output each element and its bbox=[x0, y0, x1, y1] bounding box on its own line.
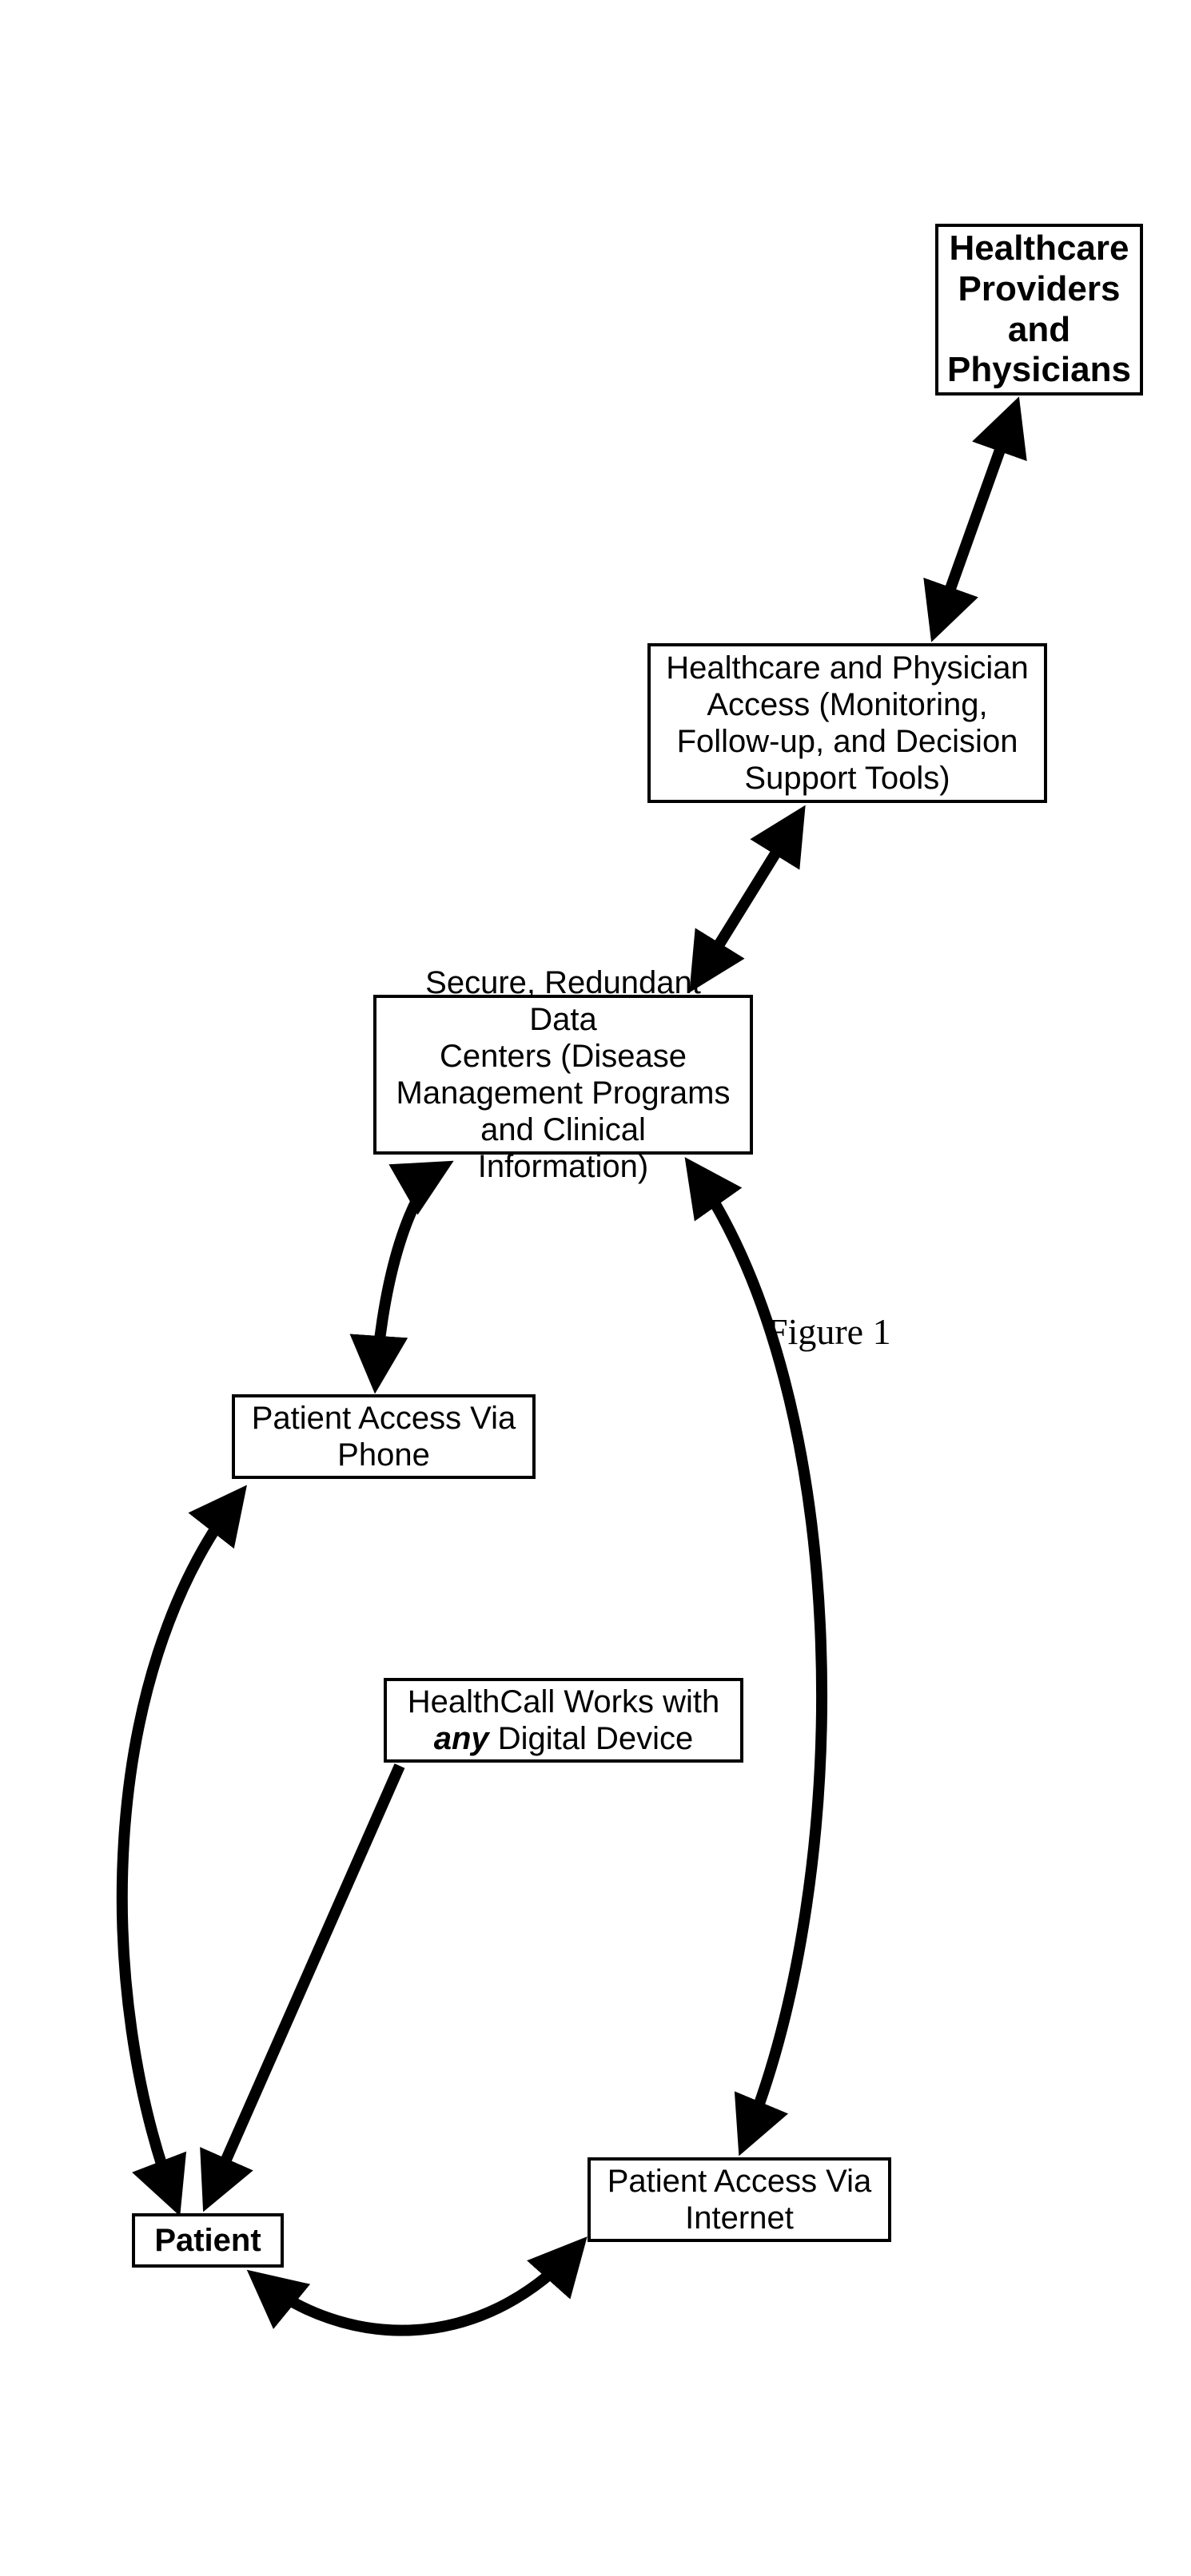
figure-caption: Figure 1 bbox=[767, 1310, 891, 1353]
node-physician-access-label: Healthcare and Physician Access (Monitor… bbox=[666, 650, 1029, 797]
arrow-healthcall-to-patient bbox=[208, 1766, 400, 2201]
node-data-centers-label: Secure, Redundant Data Centers (Disease … bbox=[391, 964, 735, 1185]
node-healthcall-label: HealthCall Works with any Digital Device bbox=[408, 1684, 720, 1757]
node-patient-label: Patient bbox=[154, 2222, 261, 2259]
node-data-centers: Secure, Redundant Data Centers (Disease … bbox=[373, 995, 753, 1155]
node-access-phone-label: Patient Access Via Phone bbox=[252, 1400, 516, 1473]
arrow-patient-internet bbox=[256, 2245, 580, 2331]
node-access-phone: Patient Access Via Phone bbox=[232, 1394, 536, 1479]
node-patient: Patient bbox=[132, 2213, 284, 2268]
arrow-patient-phone bbox=[122, 1494, 240, 2205]
node-access-internet-label: Patient Access Via Internet bbox=[607, 2163, 872, 2236]
node-physician-access: Healthcare and Physician Access (Monitor… bbox=[647, 643, 1047, 803]
node-access-internet: Patient Access Via Internet bbox=[588, 2157, 891, 2242]
arrow-physician-providers bbox=[935, 407, 1015, 631]
node-healthcall: HealthCall Works with any Digital Device bbox=[384, 1678, 743, 1763]
arrow-phone-data bbox=[376, 1167, 444, 1382]
arrow-data-physician bbox=[695, 815, 799, 983]
node-providers: Healthcare Providers and Physicians bbox=[935, 224, 1143, 396]
node-providers-label: Healthcare Providers and Physicians bbox=[947, 229, 1131, 390]
